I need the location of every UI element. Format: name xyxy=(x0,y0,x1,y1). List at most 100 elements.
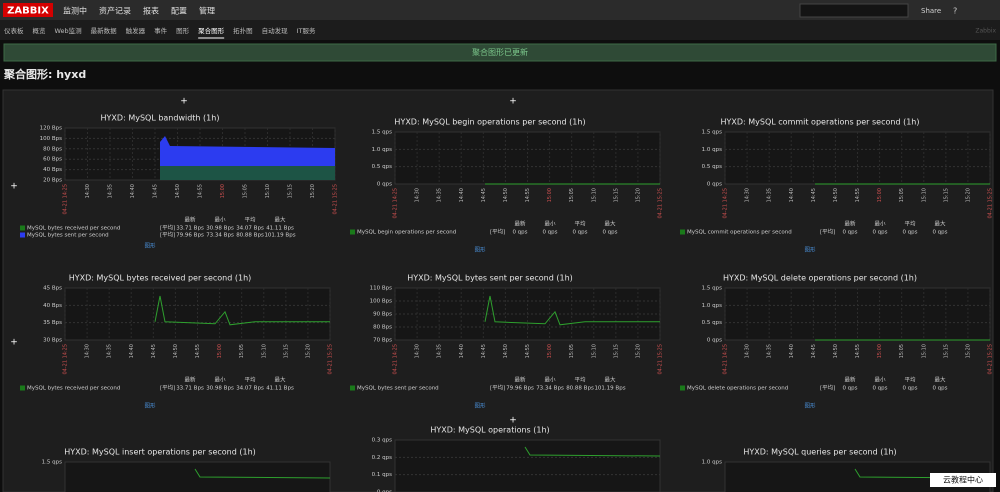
y-tick-label: 100 Bps xyxy=(40,136,63,142)
legend-name: MySQL bytes received per second xyxy=(27,386,120,392)
graph-link[interactable]: 图形 xyxy=(144,402,156,410)
y-tick-label: 1.0 qps xyxy=(702,303,722,309)
x-tick-label: 15:20 xyxy=(635,188,641,202)
legend-header: 最大 xyxy=(274,376,286,384)
legend-header: 最新 xyxy=(514,376,526,384)
x-tick-label: 15:15 xyxy=(613,188,619,202)
y-tick-label: 1.5 qps xyxy=(42,460,62,466)
y-tick-label: 1.0 qps xyxy=(702,460,722,466)
logo[interactable]: ZABBIX xyxy=(7,6,49,17)
x-tick-label: 14:55 xyxy=(855,188,861,202)
y-tick-label: 80 Bps xyxy=(373,325,392,331)
menu-item[interactable]: 资产记录 xyxy=(99,6,131,16)
legend-value: 101.19 Bps xyxy=(594,386,625,392)
x-tick-label: 15:05 xyxy=(239,344,245,358)
add-icon[interactable]: + xyxy=(10,182,18,192)
menu-item[interactable]: 报表 xyxy=(143,6,159,16)
x-tick-label: 15:00 xyxy=(877,344,883,358)
legend-header: 最新 xyxy=(184,216,196,224)
y-tick-label: 0 qps xyxy=(707,182,722,188)
subnav-item[interactable]: 仪表板 xyxy=(4,26,24,35)
x-tick-label: 04-21 15:25 xyxy=(658,344,664,375)
x-tick-label: 15:15 xyxy=(613,344,619,358)
help[interactable]: ? xyxy=(953,7,957,16)
subnav-item[interactable]: 概览 xyxy=(33,26,47,35)
legend-value: 33.71 Bps xyxy=(176,226,204,232)
x-tick-label: 14:45 xyxy=(153,184,159,198)
legend-func: [平均] xyxy=(160,231,175,239)
add-icon[interactable]: + xyxy=(509,97,517,107)
y-tick-label: 0 qps xyxy=(377,182,392,188)
x-tick-label: 14:40 xyxy=(789,344,795,358)
subnav-item[interactable]: 自动发现 xyxy=(262,26,289,35)
y-tick-label: 1.5 qps xyxy=(372,130,392,136)
graph-title: HYXD: MySQL bandwidth (1h) xyxy=(101,114,220,123)
menu-item[interactable]: 配置 xyxy=(171,7,187,16)
y-tick-label: 0.5 qps xyxy=(702,320,722,326)
x-tick-label: 14:45 xyxy=(151,344,157,358)
legend-header: 最新 xyxy=(184,376,196,384)
x-tick-label: 14:35 xyxy=(108,184,114,198)
legend-name: MySQL begin operations per second xyxy=(357,230,456,236)
subnav-brand: Zabbix xyxy=(975,28,996,35)
y-tick-label: 1.0 qps xyxy=(372,147,392,153)
legend-header: 最小 xyxy=(874,376,886,384)
add-icon[interactable]: + xyxy=(180,97,188,107)
legend-value: 0 qps xyxy=(872,230,887,236)
graph-link[interactable]: 图形 xyxy=(474,402,486,410)
x-tick-label: 04-21 15:25 xyxy=(988,188,994,219)
subnav-item[interactable]: 事件 xyxy=(154,26,168,35)
x-tick-label: 04-21 14:25 xyxy=(393,188,399,219)
subnav-item[interactable]: 图形 xyxy=(176,27,190,35)
x-tick-label: 15:05 xyxy=(899,188,905,202)
subnav-item[interactable]: IT服务 xyxy=(297,26,316,35)
x-tick-label: 15:10 xyxy=(921,188,927,202)
x-tick-label: 15:10 xyxy=(921,344,927,358)
y-tick-label: 30 Bps xyxy=(43,338,62,344)
legend-value: 79.96 Bps xyxy=(176,233,204,239)
legend-swatch xyxy=(350,229,355,235)
x-tick-label: 14:55 xyxy=(198,184,204,198)
graph-title: HYXD: MySQL commit operations per second… xyxy=(720,118,919,127)
graph-link[interactable]: 图形 xyxy=(144,242,156,250)
add-icon[interactable]: + xyxy=(509,416,517,426)
x-tick-label: 04-21 14:25 xyxy=(723,188,729,219)
graph-title: HYXD: MySQL bytes sent per second (1h) xyxy=(407,274,573,283)
graph-link[interactable]: 图形 xyxy=(804,246,816,254)
menu-item[interactable]: 监测中 xyxy=(63,6,87,16)
search-box[interactable] xyxy=(799,3,909,18)
x-tick-label: 04-21 15:25 xyxy=(333,184,339,215)
x-tick-label: 14:40 xyxy=(459,188,465,202)
x-tick-label: 14:35 xyxy=(767,344,773,358)
legend-func: [平均] xyxy=(490,384,505,392)
legend-value: 73.34 Bps xyxy=(206,233,234,239)
legend-header: 最大 xyxy=(604,376,616,384)
legend-header: 最新 xyxy=(514,220,526,228)
legend-swatch xyxy=(20,385,25,391)
legend-name: MySQL delete operations per second xyxy=(687,386,788,392)
add-icon[interactable]: + xyxy=(10,338,18,348)
graph-link[interactable]: 图形 xyxy=(804,402,816,410)
legend-value: 0 qps xyxy=(872,386,887,392)
y-tick-label: 80 Bps xyxy=(43,146,62,152)
y-tick-label: 110 Bps xyxy=(370,286,393,292)
graph-link[interactable]: 图形 xyxy=(474,246,486,254)
logo-box[interactable] xyxy=(3,3,53,17)
x-tick-label: 14:45 xyxy=(481,188,487,202)
menu-item[interactable]: 管理 xyxy=(199,6,215,16)
subnav-item[interactable]: 拓扑图 xyxy=(233,26,253,35)
y-tick-label: 1.0 qps xyxy=(702,147,722,153)
subnav-item[interactable]: 聚合图形 xyxy=(198,26,225,35)
y-tick-label: 40 Bps xyxy=(43,167,62,173)
legend-swatch xyxy=(680,229,685,235)
subnav-item[interactable]: 最新数据 xyxy=(91,26,118,35)
legend-header: 最大 xyxy=(934,220,946,228)
x-tick-label: 14:30 xyxy=(85,184,91,198)
x-tick-label: 14:30 xyxy=(745,344,751,358)
share[interactable]: Share xyxy=(921,7,941,15)
x-tick-label: 15:10 xyxy=(591,344,597,358)
subnav-item[interactable]: 触发器 xyxy=(126,26,146,35)
y-tick-label: 0.2 qps xyxy=(372,455,392,461)
subnav-item[interactable]: Web监测 xyxy=(55,26,83,35)
